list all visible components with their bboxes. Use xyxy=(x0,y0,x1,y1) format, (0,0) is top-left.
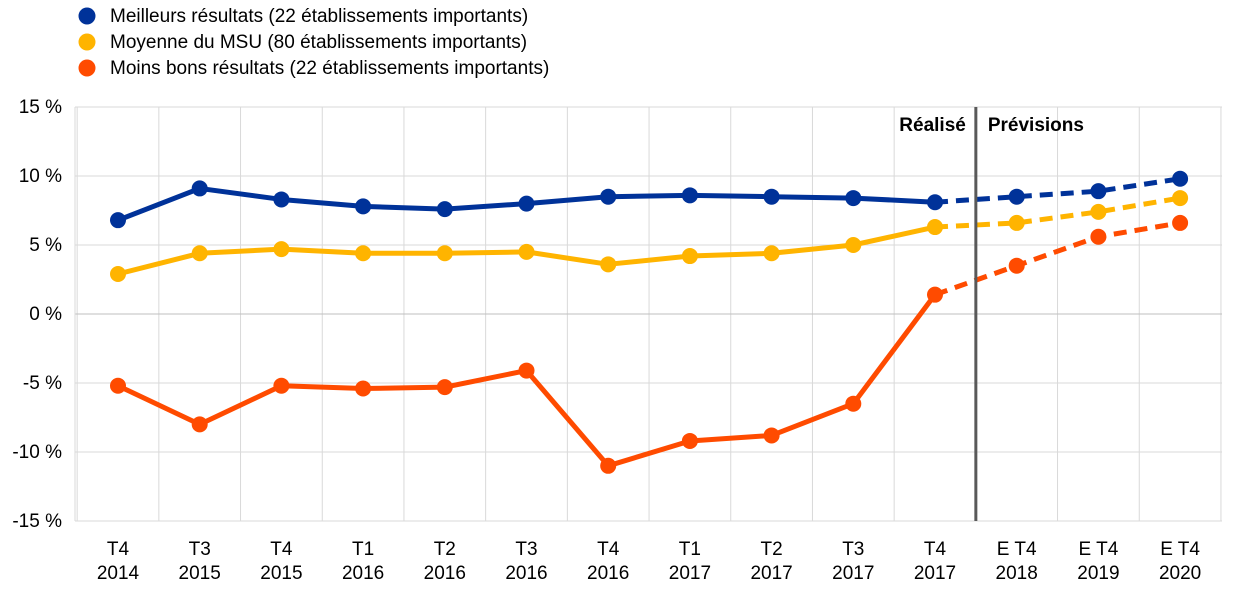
data-point xyxy=(1008,257,1025,274)
series-2 xyxy=(110,190,1189,282)
data-point xyxy=(1008,188,1025,205)
axes: 15 % 10 % 5 % 0 % -5 % -10 % -15 % T4 2014 T3 2015… xyxy=(12,97,1201,584)
data-point xyxy=(600,457,617,474)
x-tick-label-quarter: T4 xyxy=(597,539,620,560)
x-tick-label-quarter: T3 xyxy=(515,539,537,560)
legend-marker xyxy=(78,33,96,51)
x-tick-label-quarter: T1 xyxy=(679,539,701,560)
x-tick-label-quarter: T4 xyxy=(924,539,947,560)
legend-label: Moins bons résultats (22 établissements … xyxy=(110,58,549,79)
data-point xyxy=(763,427,780,444)
data-point xyxy=(681,187,698,204)
data-point xyxy=(273,191,290,208)
data-point xyxy=(845,395,862,412)
y-tick-label: 5 % xyxy=(29,235,62,256)
y-tick-label: 0 % xyxy=(29,304,62,325)
data-point xyxy=(191,245,208,262)
x-tick-label-year: 2014 xyxy=(97,563,140,584)
x-tick-label-year: 2016 xyxy=(342,563,384,584)
y-tick-label: -5 % xyxy=(23,373,62,394)
data-point xyxy=(600,188,617,205)
x-tick-label-year: 2016 xyxy=(587,563,629,584)
legend-marker xyxy=(78,7,96,25)
data-point xyxy=(763,188,780,205)
data-point xyxy=(191,180,208,197)
legend-marker xyxy=(78,59,96,77)
y-tick-label: 15 % xyxy=(19,97,62,118)
data-point xyxy=(436,201,453,218)
data-point xyxy=(110,212,126,229)
x-tick-label-year: 2020 xyxy=(1159,563,1201,584)
x-tick-label-year: 2018 xyxy=(996,563,1038,584)
data-point xyxy=(681,432,698,449)
series-layer xyxy=(110,170,1189,474)
data-point xyxy=(1090,203,1107,220)
grid-lines xyxy=(75,106,1222,522)
data-point xyxy=(191,416,208,433)
data-point xyxy=(927,194,943,211)
x-tick-label-year: 2016 xyxy=(424,563,466,584)
x-tick-label-quarter: E T4 xyxy=(1079,539,1119,560)
x-tick-label-year: 2017 xyxy=(914,563,956,584)
x-tick-label-year: 2017 xyxy=(750,563,792,584)
x-tick-label-quarter: T2 xyxy=(434,539,456,560)
data-point xyxy=(1172,170,1189,187)
x-tick-label-quarter: T4 xyxy=(270,539,293,560)
x-tick-label-quarter: T2 xyxy=(761,539,783,560)
data-point xyxy=(273,241,290,258)
data-point xyxy=(763,245,780,262)
data-point xyxy=(845,190,862,207)
data-point xyxy=(1090,183,1107,200)
data-point xyxy=(355,245,372,262)
data-point xyxy=(518,243,535,260)
legend-label: Moyenne du MSU (80 établissements import… xyxy=(110,32,527,53)
x-tick-label-quarter: E T4 xyxy=(1160,539,1200,560)
data-point xyxy=(355,198,372,215)
data-point xyxy=(110,265,126,282)
x-tick-label-quarter: E T4 xyxy=(997,539,1037,560)
data-point xyxy=(927,286,943,303)
data-point xyxy=(273,377,290,394)
y-tick-label: -15 % xyxy=(12,511,62,532)
data-point xyxy=(600,256,617,273)
data-point xyxy=(1008,214,1025,231)
x-tick-label-quarter: T4 xyxy=(107,539,130,560)
legend-label: Meilleurs résultats (22 établissements i… xyxy=(110,6,528,27)
series-3 xyxy=(110,214,1189,474)
data-point xyxy=(436,245,453,262)
data-point xyxy=(518,195,535,212)
legend: Meilleurs résultats (22 établissements i… xyxy=(78,6,549,79)
x-tick-label-year: 2015 xyxy=(260,563,302,584)
annotation-forecast: Prévisions xyxy=(988,115,1084,136)
data-point xyxy=(927,219,943,236)
x-tick-label-quarter: T3 xyxy=(189,539,211,560)
data-point xyxy=(110,377,126,394)
x-tick-label-year: 2015 xyxy=(179,563,221,584)
data-point xyxy=(681,248,698,265)
annotation-realized: Réalisé xyxy=(899,115,966,136)
x-tick-label-quarter: T1 xyxy=(352,539,374,560)
data-point xyxy=(1090,228,1107,245)
data-point xyxy=(1172,214,1189,231)
x-tick-label-year: 2019 xyxy=(1077,563,1119,584)
y-tick-label: 10 % xyxy=(19,166,62,187)
series-1 xyxy=(110,170,1189,229)
x-tick-label-quarter: T3 xyxy=(842,539,864,560)
x-tick-label-year: 2017 xyxy=(832,563,874,584)
data-point xyxy=(436,379,453,396)
x-tick-label-year: 2017 xyxy=(669,563,711,584)
data-point xyxy=(518,362,535,379)
data-point xyxy=(1172,190,1189,207)
x-tick-label-year: 2016 xyxy=(505,563,547,584)
data-point xyxy=(355,380,372,397)
y-tick-label: -10 % xyxy=(12,442,62,463)
data-point xyxy=(845,237,862,253)
